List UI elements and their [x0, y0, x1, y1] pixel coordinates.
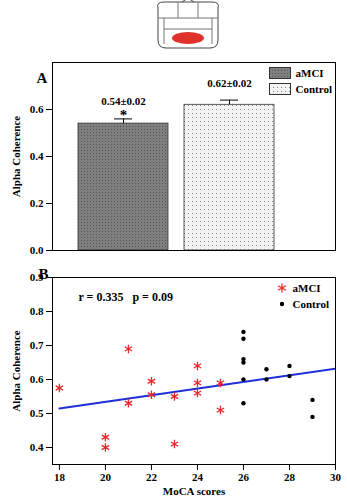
svg-text:18: 18: [54, 471, 65, 483]
svg-text:A: A: [37, 70, 48, 86]
svg-text:30: 30: [330, 471, 342, 483]
svg-text:Alpha Coherence: Alpha Coherence: [10, 116, 22, 197]
svg-text:0.4: 0.4: [30, 441, 44, 453]
svg-text:0.6: 0.6: [30, 103, 44, 115]
svg-text:B: B: [39, 266, 49, 282]
svg-text:22: 22: [146, 471, 158, 483]
svg-text:*: *: [120, 107, 128, 123]
html-text:Control: Control: [292, 298, 329, 310]
svg-text:0.54±0.02: 0.54±0.02: [101, 95, 146, 107]
svg-text:0.4: 0.4: [30, 150, 44, 162]
svg-text:28: 28: [284, 471, 296, 483]
html-text:aMCI: aMCI: [295, 67, 324, 79]
svg-text:r = 0.335 p = 0.09: r = 0.335 p = 0.09: [79, 290, 173, 304]
svg-text:0.8: 0.8: [30, 305, 44, 317]
svg-text:0.62±0.02: 0.62±0.02: [207, 77, 252, 89]
svg-text:24: 24: [192, 471, 204, 483]
html-text:Control: Control: [295, 83, 332, 95]
svg-text:0.6: 0.6: [30, 373, 44, 385]
svg-text:0.2: 0.2: [30, 197, 44, 209]
svg-text:MoCA scores: MoCA scores: [163, 485, 226, 497]
svg-text:0.0: 0.0: [30, 244, 44, 256]
html-text:aMCI: aMCI: [292, 282, 321, 294]
svg-text:26: 26: [238, 471, 250, 483]
svg-text:Alpha Coherence: Alpha Coherence: [10, 330, 22, 411]
svg-text:0.7: 0.7: [30, 339, 44, 351]
svg-text:0.9: 0.9: [29, 271, 44, 283]
svg-text:0.5: 0.5: [30, 407, 44, 419]
svg-text:20: 20: [100, 471, 112, 483]
